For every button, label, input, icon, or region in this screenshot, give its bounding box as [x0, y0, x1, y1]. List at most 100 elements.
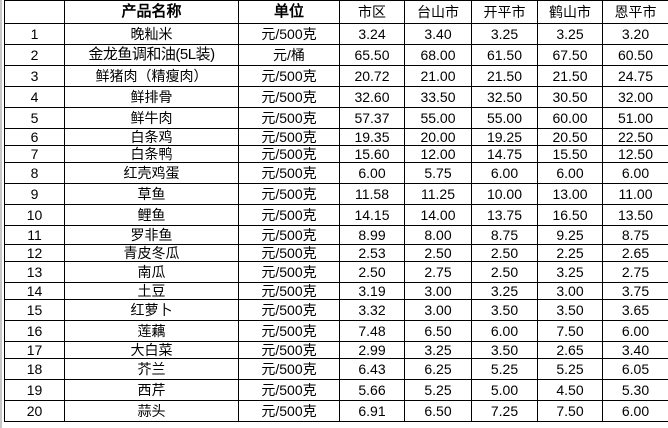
cell-price-taishan[interactable]: 6.25	[404, 358, 472, 380]
cell-price-shiqu[interactable]: 8.99	[339, 225, 405, 245]
cell-unit[interactable]: 元/500克	[238, 261, 340, 283]
cell-price-taishan[interactable]: 11.25	[404, 183, 472, 205]
cell-price-heshan[interactable]: 3.25	[537, 23, 603, 45]
cell-price-enping[interactable]: 6.05	[602, 358, 668, 380]
cell-unit[interactable]: 元/500克	[238, 65, 340, 87]
cell-product-name[interactable]: 红萝卜	[64, 299, 239, 321]
cell-price-heshan[interactable]: 16.50	[537, 204, 603, 226]
cell-price-heshan[interactable]: 3.00	[537, 282, 603, 300]
cell-price-taishan[interactable]: 5.75	[404, 162, 472, 184]
cell-product-name[interactable]: 罗非鱼	[64, 225, 239, 245]
cell-price-heshan[interactable]: 67.50	[537, 44, 603, 66]
cell-product-name[interactable]: 莲藕	[64, 320, 239, 342]
cell-price-heshan[interactable]: 9.25	[537, 225, 603, 245]
cell-price-taishan[interactable]: 12.00	[404, 145, 472, 163]
cell-price-heshan[interactable]: 21.50	[537, 65, 603, 87]
cell-price-kaiping[interactable]: 2.50	[471, 261, 538, 283]
cell-row-index[interactable]: 16	[4, 320, 65, 342]
cell-price-enping[interactable]: 6.00	[602, 400, 668, 422]
cell-product-name[interactable]: 红壳鸡蛋	[64, 162, 239, 184]
cell-price-shiqu[interactable]: 5.66	[339, 379, 405, 401]
cell-price-kaiping[interactable]: 55.00	[471, 107, 538, 129]
column-header-enping[interactable]: 恩平市	[602, 0, 668, 24]
cell-price-taishan[interactable]: 6.50	[404, 400, 472, 422]
cell-price-taishan[interactable]: 55.00	[404, 107, 472, 129]
cell-row-index[interactable]: 11	[4, 225, 65, 245]
cell-price-taishan[interactable]: 2.75	[404, 261, 472, 283]
cell-price-taishan[interactable]: 3.00	[404, 282, 472, 300]
cell-price-enping[interactable]: 3.75	[602, 282, 668, 300]
column-header-product-name[interactable]: 产品名称	[64, 0, 239, 24]
cell-price-heshan[interactable]: 20.50	[537, 128, 603, 146]
cell-row-index[interactable]: 1	[4, 23, 65, 45]
cell-price-enping[interactable]: 5.30	[602, 379, 668, 401]
cell-price-heshan[interactable]: 3.25	[537, 261, 603, 283]
cell-product-name[interactable]: 白条鸭	[64, 145, 239, 163]
cell-price-shiqu[interactable]: 57.37	[339, 107, 405, 129]
cell-unit[interactable]: 元/500克	[238, 379, 340, 401]
column-header-index[interactable]	[4, 0, 65, 24]
cell-row-index[interactable]: 15	[4, 299, 65, 321]
cell-price-enping[interactable]: 11.00	[602, 183, 668, 205]
cell-price-heshan[interactable]: 13.00	[537, 183, 603, 205]
cell-unit[interactable]: 元/桶	[238, 44, 340, 66]
cell-price-enping[interactable]: 6.00	[602, 320, 668, 342]
cell-price-kaiping[interactable]: 8.75	[471, 225, 538, 245]
cell-price-heshan[interactable]: 7.50	[537, 400, 603, 422]
cell-row-index[interactable]: 8	[4, 162, 65, 184]
cell-price-kaiping[interactable]: 32.50	[471, 86, 538, 108]
cell-price-enping[interactable]: 2.75	[602, 261, 668, 283]
cell-price-kaiping[interactable]: 5.00	[471, 379, 538, 401]
cell-row-index[interactable]: 13	[4, 261, 65, 283]
cell-price-enping[interactable]: 3.20	[602, 23, 668, 45]
cell-price-heshan[interactable]: 7.50	[537, 320, 603, 342]
cell-unit[interactable]: 元/500克	[238, 183, 340, 205]
cell-price-shiqu[interactable]: 6.91	[339, 400, 405, 422]
cell-price-taishan[interactable]: 3.25	[404, 341, 472, 359]
cell-unit[interactable]: 元/500克	[238, 358, 340, 380]
cell-unit[interactable]: 元/500克	[238, 299, 340, 321]
cell-price-shiqu[interactable]: 32.60	[339, 86, 405, 108]
cell-price-taishan[interactable]: 33.50	[404, 86, 472, 108]
cell-price-enping[interactable]: 12.50	[602, 145, 668, 163]
cell-price-enping[interactable]: 3.40	[602, 341, 668, 359]
cell-price-shiqu[interactable]: 3.32	[339, 299, 405, 321]
cell-price-kaiping[interactable]: 61.50	[471, 44, 538, 66]
cell-price-shiqu[interactable]: 19.35	[339, 128, 405, 146]
cell-product-name[interactable]: 土豆	[64, 282, 239, 300]
cell-price-shiqu[interactable]: 3.24	[339, 23, 405, 45]
cell-product-name[interactable]: 白条鸡	[64, 128, 239, 146]
cell-price-kaiping[interactable]: 10.00	[471, 183, 538, 205]
cell-price-taishan[interactable]: 8.00	[404, 225, 472, 245]
cell-price-shiqu[interactable]: 6.00	[339, 162, 405, 184]
cell-price-kaiping[interactable]: 3.25	[471, 23, 538, 45]
cell-unit[interactable]: 元/500克	[238, 107, 340, 129]
column-header-shiqu[interactable]: 市区	[339, 0, 405, 24]
cell-price-kaiping[interactable]: 3.50	[471, 299, 538, 321]
cell-unit[interactable]: 元/500克	[238, 341, 340, 359]
cell-price-taishan[interactable]: 5.25	[404, 379, 472, 401]
cell-price-heshan[interactable]: 5.25	[537, 358, 603, 380]
cell-row-index[interactable]: 2	[4, 44, 65, 66]
cell-product-name[interactable]: 鲜排骨	[64, 86, 239, 108]
cell-row-index[interactable]: 5	[4, 107, 65, 129]
cell-product-name[interactable]: 晚籼米	[64, 23, 239, 45]
column-header-taishan[interactable]: 台山市	[404, 0, 472, 24]
cell-price-shiqu[interactable]: 11.58	[339, 183, 405, 205]
cell-price-enping[interactable]: 13.50	[602, 204, 668, 226]
cell-product-name[interactable]: 青皮冬瓜	[64, 244, 239, 262]
cell-product-name[interactable]: 芥兰	[64, 358, 239, 380]
cell-price-kaiping[interactable]: 19.25	[471, 128, 538, 146]
cell-product-name[interactable]: 金龙鱼调和油(5L装)	[64, 44, 239, 66]
cell-row-index[interactable]: 4	[4, 86, 65, 108]
cell-price-kaiping[interactable]: 5.25	[471, 358, 538, 380]
cell-row-index[interactable]: 12	[4, 244, 65, 262]
cell-price-shiqu[interactable]: 15.60	[339, 145, 405, 163]
cell-unit[interactable]: 元/500克	[238, 282, 340, 300]
cell-row-index[interactable]: 3	[4, 65, 65, 87]
cell-unit[interactable]: 元/500克	[238, 86, 340, 108]
cell-price-shiqu[interactable]: 20.72	[339, 65, 405, 87]
cell-price-taishan[interactable]: 20.00	[404, 128, 472, 146]
cell-price-kaiping[interactable]: 6.00	[471, 162, 538, 184]
cell-price-shiqu[interactable]: 7.48	[339, 320, 405, 342]
